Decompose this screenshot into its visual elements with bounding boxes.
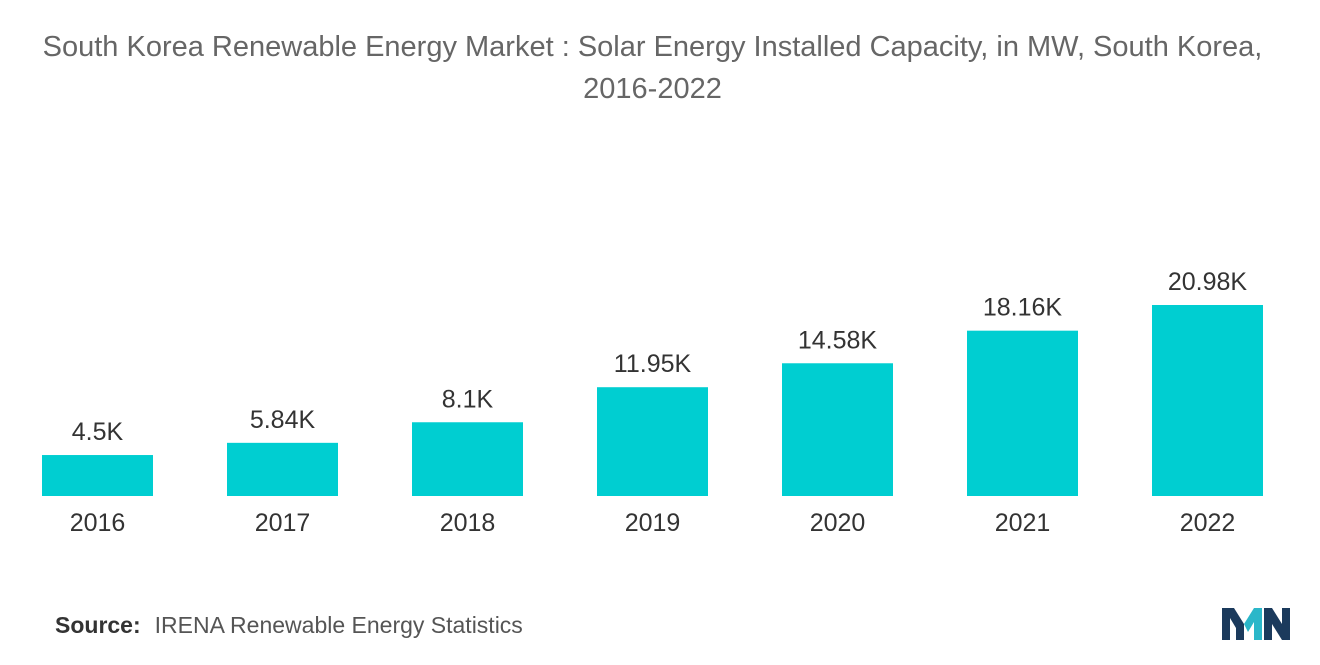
x-tick-label-2018: 2018: [440, 509, 496, 537]
bar-2020: [782, 363, 893, 496]
x-axis-tick-labels: 2016 2017 2018 2019 2020 2021 2022: [70, 509, 1236, 537]
value-labels-layer: 4.5K 5.84K 8.1K 11.95K 14.58K 18.16K 20.98K: [72, 268, 1248, 446]
value-label-2018: 8.1K: [442, 385, 494, 413]
chart-title: South Korea Renewable Energy Market : So…: [42, 31, 1263, 105]
bar-2016: [42, 455, 153, 496]
value-label-2016: 4.5K: [72, 418, 124, 446]
x-tick-label-2020: 2020: [810, 509, 866, 537]
bar-2021: [967, 330, 1078, 496]
x-tick-label-2019: 2019: [625, 509, 681, 537]
value-label-2019: 11.95K: [614, 350, 692, 378]
source-note: Source: IRENA Renewable Energy Statistics: [55, 612, 523, 639]
value-label-2022: 20.98K: [1168, 268, 1248, 296]
source-text: IRENA Renewable Energy Statistics: [154, 612, 523, 638]
x-tick-label-2022: 2022: [1180, 509, 1236, 537]
mordor-intelligence-logo-icon: [1222, 608, 1290, 640]
value-label-2021: 18.16K: [983, 294, 1063, 322]
x-tick-label-2017: 2017: [255, 509, 311, 537]
x-tick-label-2016: 2016: [70, 509, 126, 537]
bar-2017: [227, 442, 338, 496]
bar-2022: [1152, 305, 1263, 496]
bar-2019: [597, 387, 708, 496]
value-label-2017: 5.84K: [250, 406, 316, 434]
bar-2018: [412, 422, 523, 496]
bars-layer: [42, 305, 1263, 496]
x-tick-label-2021: 2021: [995, 509, 1051, 537]
value-label-2020: 14.58K: [798, 326, 878, 354]
source-label: Source:: [55, 612, 141, 638]
